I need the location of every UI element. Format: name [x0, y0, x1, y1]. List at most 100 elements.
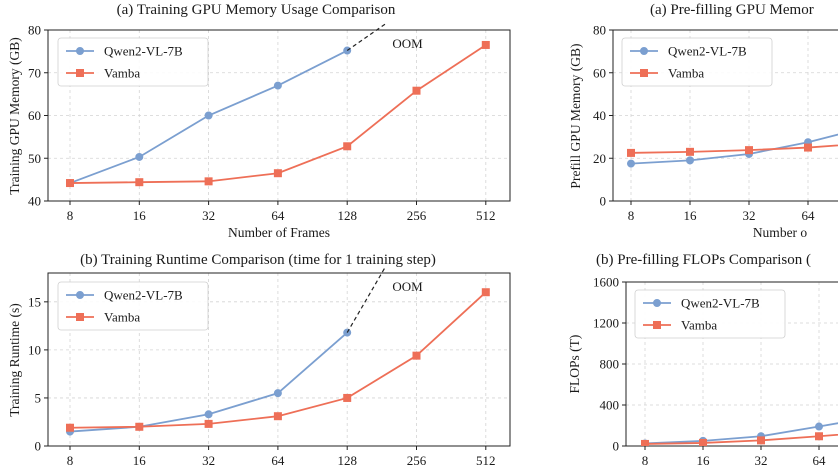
panel-a-left-legend: Qwen2-VL-7B Vamba — [57, 37, 209, 87]
panel-b-left-series-point-1 — [273, 412, 282, 421]
panel-b-left-ylabel: Training Runtime (s) — [7, 303, 22, 417]
panel-a-right-xtick-label: 32 — [743, 208, 756, 223]
panel-a-left-xlabel: Number of Frames — [228, 225, 330, 240]
panel-a-left-ytick-label: 70 — [28, 65, 41, 80]
panel-a-left-xtick-label: 512 — [476, 208, 496, 223]
panel-a-left-legend-box — [57, 37, 209, 87]
panel-a-right-plot — [627, 133, 838, 168]
panel-b-left-ytick-label: 5 — [35, 390, 42, 405]
panel-b-right-ytick-label: 800 — [600, 357, 620, 372]
panel-a-left-series-point-0 — [273, 81, 282, 90]
panel-b-right-series-point-1 — [641, 439, 650, 446]
panel-a-left-ytick-label: 50 — [28, 151, 41, 166]
panel-b-right-xtick-label: 16 — [697, 453, 711, 468]
panel-b-left-legend-box — [57, 281, 209, 331]
panel-a-left-xtick-label: 64 — [271, 208, 285, 223]
panel-a-left-oom-label: OOM — [392, 36, 423, 51]
panel-a-right-legend-label-0: Qwen2-VL-7B — [668, 44, 747, 59]
panel-a-right-xlabel: Number o — [753, 225, 808, 240]
panel-b-right-legend-box — [634, 289, 786, 339]
panel-b-right-plot — [641, 422, 838, 446]
panel-b-left-xtick-label: 512 — [476, 453, 496, 468]
panel-b-right-legend-label-1: Vamba — [681, 318, 717, 333]
panel-a-left-chart: (a) Training GPU Memory Usage Comparison… — [7, 2, 511, 240]
panel-a-left-plot — [66, 40, 490, 188]
panel-a-right-ytick-label: 0 — [600, 194, 607, 209]
panel-a-left-series-point-1 — [135, 178, 144, 187]
panel-b-right-ytick-label: 1200 — [593, 316, 619, 331]
panel-a-right-chart: (a) Pre-filling GPU Memor 0 20 40 60 80 8 16 32 6… — [568, 2, 838, 240]
panel-b-right-series-point-1 — [757, 436, 766, 445]
panel-b-left-series-point-0 — [204, 410, 213, 419]
panel-a-left-series-point-1 — [204, 177, 213, 186]
panel-a-right-xtick-label: 16 — [684, 208, 698, 223]
panel-b-left-series-point-1 — [135, 422, 144, 431]
panel-a-left-series-point-1 — [66, 179, 75, 188]
panel-b-left-series-point-1 — [204, 419, 213, 428]
panel-b-left-title: (b) Training Runtime Comparison (time fo… — [80, 252, 436, 268]
panel-b-left-chart: (b) Training Runtime Comparison (time fo… — [7, 252, 511, 468]
panel-b-right-series-point-1 — [815, 432, 824, 441]
panel-a-right-title: (a) Pre-filling GPU Memor — [650, 2, 814, 18]
panel-b-right-series-point-1 — [699, 438, 708, 446]
panel-b-left-series-point-1 — [412, 351, 421, 360]
panel-a-left-legend-label-1: Vamba — [104, 66, 140, 81]
panel-b-right-legend-label-0: Qwen2-VL-7B — [681, 296, 760, 311]
panel-b-right-xtick-label: 64 — [813, 453, 827, 468]
panel-a-right-series-point-0 — [627, 159, 636, 168]
panel-b-left-legend-label-1: Vamba — [104, 310, 140, 325]
panel-a-right-xtick-label: 8 — [628, 208, 635, 223]
panel-a-left-series-point-1 — [273, 169, 282, 178]
panel-b-left-series-point-1 — [343, 393, 352, 402]
panel-a-right-xtick-label: 64 — [802, 208, 816, 223]
panel-b-left-series-point-0 — [273, 389, 282, 398]
panel-a-left-title: (a) Training GPU Memory Usage Comparison — [117, 2, 396, 18]
panel-a-left-legend-label-0: Qwen2-VL-7B — [104, 44, 183, 59]
panel-a-left-series-point-1 — [343, 142, 352, 151]
panel-b-right-legend: Qwen2-VL-7B Vamba — [634, 289, 786, 339]
panel-a-right-series-point-1 — [804, 143, 813, 152]
panel-b-left-oom-line — [346, 266, 386, 333]
panel-a-left-series-point-1 — [412, 86, 421, 95]
panel-b-left-legend: Qwen2-VL-7B Vamba — [57, 281, 209, 331]
panel-a-right-legend-label-1: Vamba — [668, 66, 704, 81]
panel-a-right-legend-marker-0 — [640, 47, 649, 56]
panel-b-left-series-point-1 — [481, 288, 490, 297]
panel-a-right-series-point-0 — [686, 156, 695, 165]
panel-a-left-series-point-1 — [481, 40, 490, 49]
panel-b-right-xtick-label: 32 — [755, 453, 768, 468]
panel-b-left-ytick-label: 10 — [28, 342, 41, 357]
panel-a-left-xtick-label: 32 — [202, 208, 215, 223]
panel-a-right-ytick-label: 20 — [593, 151, 606, 166]
panel-b-left-xtick-label: 32 — [202, 453, 215, 468]
panel-a-right-series-point-1 — [627, 148, 636, 157]
panel-b-left-xtick-label: 256 — [407, 453, 427, 468]
panel-a-left-ytick-label: 60 — [28, 108, 41, 123]
panel-b-left-series-point-1 — [66, 423, 75, 432]
panel-a-left-legend-marker-0 — [76, 47, 85, 56]
panel-b-left-ytick-label: 0 — [35, 439, 42, 454]
panel-a-left-series-point-0 — [135, 152, 144, 161]
panel-a-left-legend-marker-1 — [76, 69, 85, 78]
panel-a-left-xtick-label: 256 — [407, 208, 427, 223]
panel-a-right-legend-marker-1 — [640, 69, 649, 78]
panel-b-left-legend-marker-1 — [76, 312, 85, 321]
panel-b-left-xtick-label: 128 — [337, 453, 357, 468]
panel-b-left-plot — [66, 288, 490, 436]
panel-a-right-ytick-label: 40 — [593, 108, 606, 123]
panel-b-left-xtick-label: 16 — [133, 453, 147, 468]
panel-a-left-xtick-label: 128 — [337, 208, 357, 223]
panel-b-right-legend-marker-0 — [653, 298, 662, 307]
panel-a-right-legend-box — [621, 37, 773, 87]
panel-b-left-xtick-label: 64 — [271, 453, 285, 468]
panel-a-right-series-point-1 — [745, 146, 754, 155]
panel-b-left-oom-label: OOM — [392, 279, 423, 294]
panel-a-right-ylabel: Prefill GPU Memory (GB) — [568, 43, 583, 188]
panel-b-right-title: (b) Pre-filling FLOPs Comparison ( — [596, 252, 811, 268]
panel-b-right-series-point-0 — [815, 422, 824, 431]
panel-b-left-ytick-label: 15 — [28, 294, 41, 309]
panel-b-right-series-line-0 — [644, 422, 838, 445]
panel-a-left-oom-line — [346, 23, 386, 52]
panel-a-left-xtick-label: 8 — [67, 208, 74, 223]
